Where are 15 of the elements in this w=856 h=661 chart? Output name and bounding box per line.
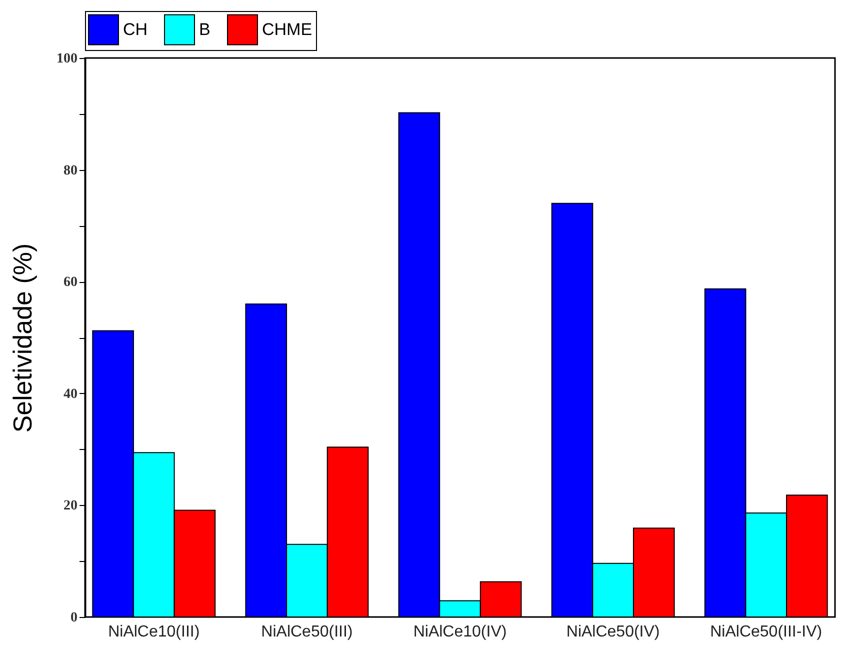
y-tick-label: 20 — [64, 498, 78, 514]
y-axis-title: Seletividade (%) — [8, 243, 38, 433]
y-tick-label: 100 — [56, 52, 78, 66]
y-tick-label: 80 — [64, 163, 78, 178]
legend-label: CHME — [262, 20, 312, 39]
x-tick-label: NiAlCe50(III-IV) — [710, 624, 822, 640]
y-tick-label: 0 — [70, 610, 78, 626]
x-tick-label: NiAlCe50(IV) — [566, 624, 660, 640]
legend-label: CH — [123, 20, 148, 39]
y-tick-label: 60 — [64, 275, 78, 290]
x-tick-label: NiAlCe10(III) — [108, 624, 200, 640]
x-tick-label: NiAlCe10(IV) — [413, 624, 507, 640]
legend-label: B — [199, 20, 210, 39]
y-tick-label: 40 — [64, 386, 78, 402]
x-tick-label: NiAlCe50(III) — [261, 624, 353, 640]
